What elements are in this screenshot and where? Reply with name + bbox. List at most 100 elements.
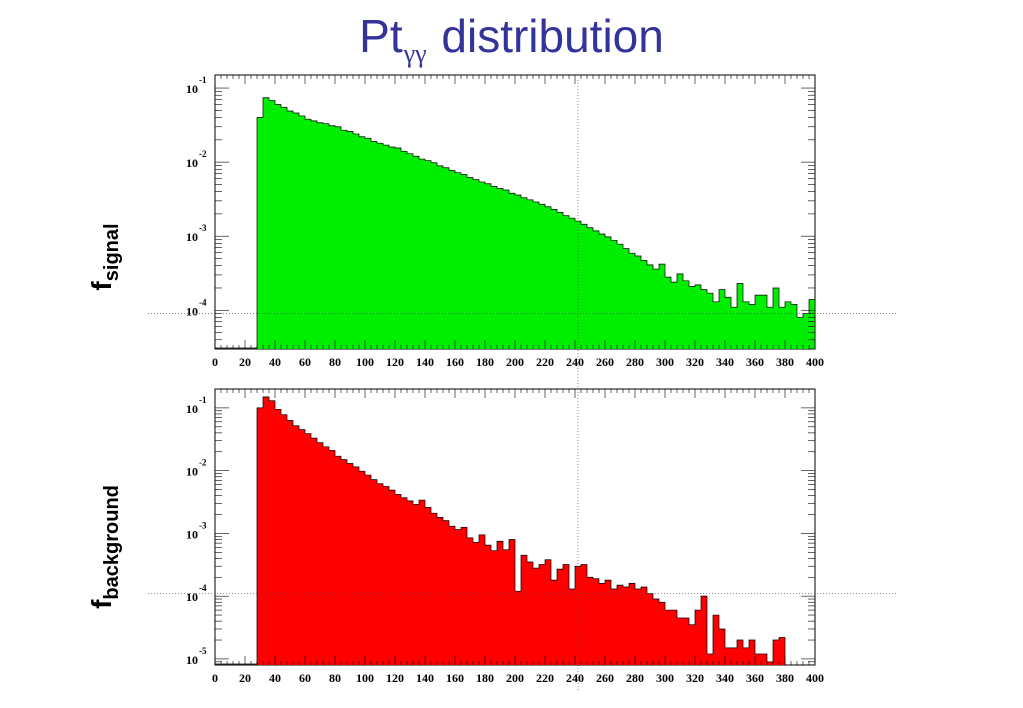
signal-bar bbox=[743, 301, 749, 349]
background-x-tick-label: 100 bbox=[356, 671, 374, 685]
signal-histogram: 0 20 40 60 80 100 120 140 160 180 200 220 240 260 280 3… bbox=[148, 74, 897, 390]
background-y-tick-label: 10 bbox=[186, 590, 198, 604]
background-bar bbox=[593, 578, 599, 665]
signal-bar bbox=[503, 190, 509, 349]
background-bar bbox=[575, 566, 581, 665]
signal-bar bbox=[377, 143, 383, 349]
background-x-tick-label: 60 bbox=[299, 671, 311, 685]
background-bar bbox=[377, 483, 383, 665]
signal-bar bbox=[683, 280, 689, 349]
background-x-tick-label: 360 bbox=[746, 671, 764, 685]
signal-bar bbox=[803, 313, 809, 349]
signal-bar bbox=[341, 130, 347, 349]
background-bar bbox=[311, 438, 317, 665]
signal-bar bbox=[347, 131, 353, 349]
background-bar bbox=[323, 446, 329, 665]
signal-bar bbox=[785, 301, 791, 349]
background-x-tick-label: 320 bbox=[686, 671, 704, 685]
signal-bar bbox=[413, 156, 419, 349]
background-x-tick-label: 0 bbox=[212, 671, 218, 685]
background-bar bbox=[449, 526, 455, 665]
signal-x-tick-label: 180 bbox=[476, 355, 494, 369]
signal-x-tick-label: 120 bbox=[386, 355, 404, 369]
signal-bar bbox=[293, 113, 299, 349]
signal-bar bbox=[791, 304, 797, 349]
signal-y-tick-exponent: -4 bbox=[199, 297, 207, 307]
background-x-tick-label: 300 bbox=[656, 671, 674, 685]
background-y-tick-label: 10 bbox=[186, 653, 198, 667]
background-bar bbox=[299, 429, 305, 665]
background-bar bbox=[701, 596, 707, 665]
signal-bar bbox=[809, 299, 815, 349]
signal-x-tick-label: 340 bbox=[716, 355, 734, 369]
signal-bar bbox=[677, 273, 683, 349]
signal-bar bbox=[725, 297, 731, 349]
background-bar bbox=[761, 653, 767, 665]
signal-bar bbox=[611, 240, 617, 349]
signal-bar bbox=[779, 307, 785, 349]
signal-bar bbox=[455, 172, 461, 349]
signal-bar bbox=[479, 181, 485, 349]
signal-bar bbox=[719, 289, 725, 349]
signal-bar bbox=[773, 287, 779, 349]
signal-bar bbox=[581, 224, 587, 349]
signal-bar bbox=[371, 141, 377, 349]
signal-x-tick-label: 200 bbox=[506, 355, 524, 369]
background-bar bbox=[647, 593, 653, 665]
signal-bar bbox=[425, 160, 431, 349]
signal-x-tick-label: 360 bbox=[746, 355, 764, 369]
background-bar bbox=[389, 490, 395, 665]
signal-bar bbox=[641, 260, 647, 349]
background-bar bbox=[671, 610, 677, 665]
signal-x-tick-label: 160 bbox=[446, 355, 464, 369]
background-bar bbox=[383, 486, 389, 665]
background-histogram-outline bbox=[256, 396, 786, 665]
signal-bar bbox=[647, 264, 653, 349]
signal-bar bbox=[485, 183, 491, 349]
background-bar bbox=[557, 569, 563, 665]
background-bar bbox=[713, 615, 719, 665]
signal-bar bbox=[365, 138, 371, 349]
background-bar bbox=[365, 475, 371, 665]
background-bar bbox=[497, 541, 503, 665]
background-bar bbox=[425, 507, 431, 665]
signal-bar bbox=[275, 104, 281, 349]
background-x-tick-label: 160 bbox=[446, 671, 464, 685]
signal-y-tick-exponent: -3 bbox=[199, 223, 207, 233]
background-bar bbox=[581, 564, 587, 665]
signal-bar bbox=[605, 236, 611, 349]
background-bar bbox=[275, 409, 281, 665]
background-bar bbox=[641, 586, 647, 665]
background-x-tick-label: 340 bbox=[716, 671, 734, 685]
background-bar bbox=[293, 425, 299, 665]
background-bar bbox=[395, 494, 401, 665]
title-rest: distribution bbox=[428, 10, 664, 62]
signal-bar bbox=[467, 177, 473, 349]
title-main: Pt bbox=[359, 10, 403, 62]
background-bar bbox=[653, 599, 659, 665]
background-x-tick-label: 20 bbox=[239, 671, 251, 685]
background-x-tick-label: 260 bbox=[596, 671, 614, 685]
background-bar bbox=[419, 500, 425, 665]
signal-x-tick-label: 0 bbox=[212, 355, 218, 369]
background-bar bbox=[689, 624, 695, 665]
background-bar bbox=[371, 479, 377, 665]
background-bar bbox=[359, 471, 365, 665]
signal-bar bbox=[635, 256, 641, 349]
background-bar bbox=[305, 433, 311, 665]
signal-bar bbox=[767, 307, 773, 349]
background-bar bbox=[329, 450, 335, 665]
background-bar bbox=[539, 564, 545, 665]
signal-x-tick-label: 40 bbox=[269, 355, 281, 369]
signal-bar bbox=[305, 119, 311, 349]
signal-bar bbox=[539, 204, 545, 349]
background-bar bbox=[413, 504, 419, 665]
signal-x-tick-label: 280 bbox=[626, 355, 644, 369]
signal-x-tick-label: 60 bbox=[299, 355, 311, 369]
signal-y-tick-label: 10 bbox=[186, 230, 198, 244]
background-bar bbox=[605, 580, 611, 665]
signal-bar bbox=[755, 295, 761, 349]
background-bar bbox=[347, 463, 353, 665]
signal-bar bbox=[713, 301, 719, 349]
background-x-tick-label: 80 bbox=[329, 671, 341, 685]
